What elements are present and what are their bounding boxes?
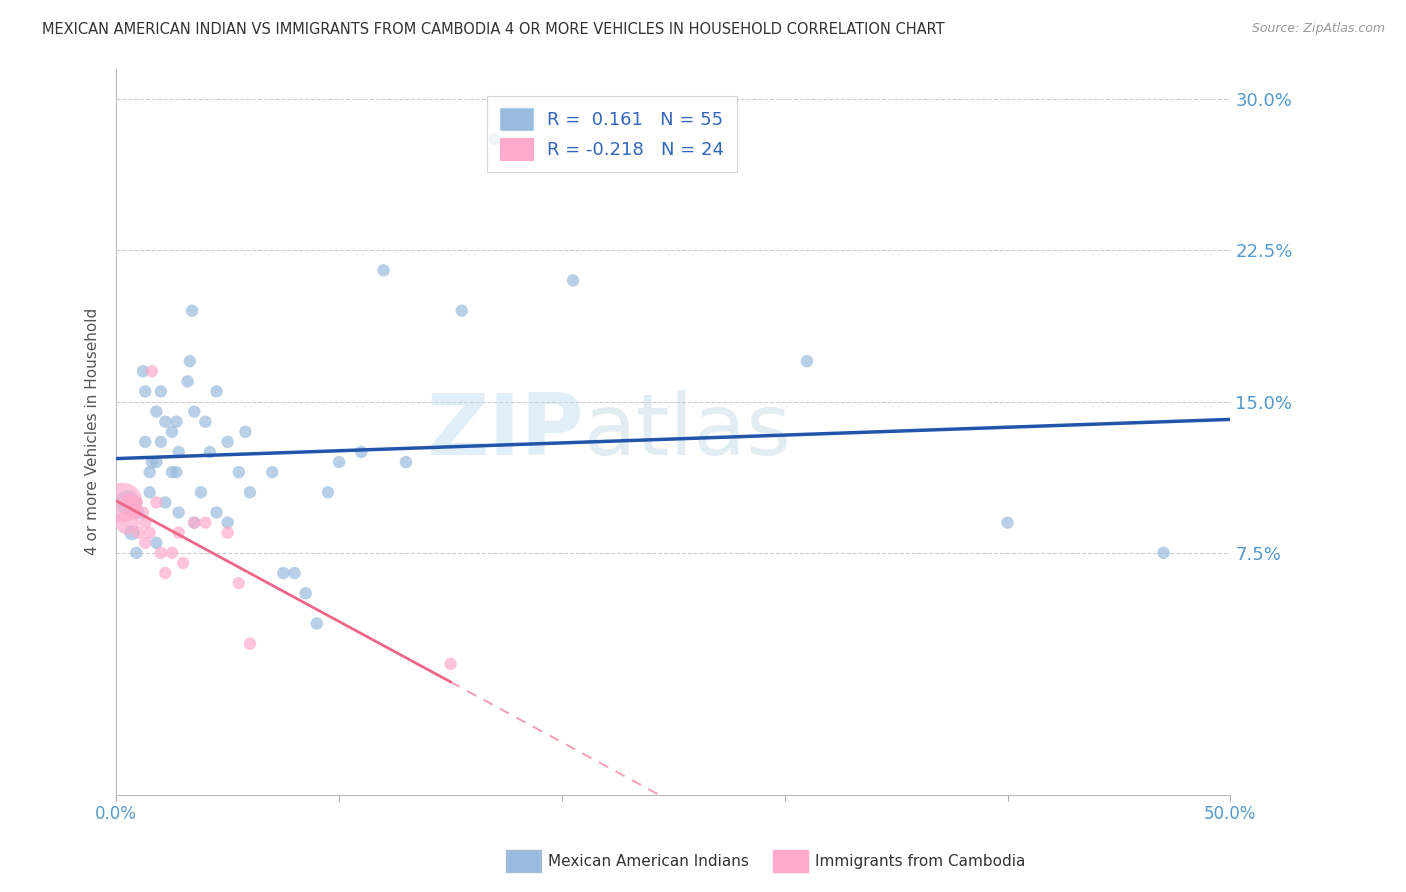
Text: ZIP: ZIP bbox=[426, 391, 583, 474]
Point bbox=[155, 415, 177, 429]
Point bbox=[122, 506, 145, 520]
Point bbox=[316, 485, 339, 500]
Point bbox=[439, 657, 461, 671]
Point bbox=[217, 516, 239, 530]
Point bbox=[145, 404, 167, 418]
Point bbox=[128, 525, 150, 540]
Point bbox=[138, 485, 160, 500]
Point bbox=[181, 303, 204, 318]
Point bbox=[160, 425, 183, 439]
Point bbox=[121, 525, 143, 540]
Text: Immigrants from Cambodia: Immigrants from Cambodia bbox=[815, 855, 1026, 869]
Point bbox=[194, 415, 217, 429]
Point bbox=[134, 516, 156, 530]
Point bbox=[145, 455, 167, 469]
Point bbox=[205, 384, 228, 399]
Point bbox=[141, 455, 163, 469]
Point bbox=[111, 495, 134, 509]
Point bbox=[562, 273, 585, 287]
Point bbox=[239, 485, 262, 500]
Text: Mexican American Indians: Mexican American Indians bbox=[548, 855, 749, 869]
Point bbox=[235, 425, 257, 439]
Point bbox=[118, 495, 141, 509]
Point bbox=[262, 465, 284, 479]
Point bbox=[145, 495, 167, 509]
Point bbox=[160, 465, 183, 479]
Point bbox=[328, 455, 350, 469]
Point bbox=[117, 495, 139, 509]
Point bbox=[183, 516, 205, 530]
Point bbox=[125, 546, 148, 560]
Point bbox=[125, 495, 148, 509]
Point bbox=[121, 495, 143, 509]
Point bbox=[373, 263, 395, 277]
Legend: R =  0.161   N = 55, R = -0.218   N = 24: R = 0.161 N = 55, R = -0.218 N = 24 bbox=[488, 95, 737, 172]
Text: atlas: atlas bbox=[583, 391, 792, 474]
Point bbox=[228, 465, 250, 479]
Point bbox=[194, 516, 217, 530]
Point bbox=[128, 506, 150, 520]
Point bbox=[294, 586, 316, 600]
Point bbox=[484, 132, 506, 146]
Point bbox=[172, 556, 194, 570]
Point bbox=[132, 506, 155, 520]
Point bbox=[149, 546, 172, 560]
Point bbox=[183, 516, 205, 530]
Point bbox=[273, 566, 295, 580]
Point bbox=[141, 364, 163, 378]
Point bbox=[395, 455, 418, 469]
Point bbox=[179, 354, 201, 368]
Text: Source: ZipAtlas.com: Source: ZipAtlas.com bbox=[1251, 22, 1385, 36]
Point bbox=[1153, 546, 1175, 560]
Point bbox=[117, 516, 139, 530]
Point bbox=[125, 495, 148, 509]
Point bbox=[155, 566, 177, 580]
Point bbox=[165, 465, 187, 479]
Point bbox=[796, 354, 818, 368]
Point bbox=[160, 546, 183, 560]
Point bbox=[155, 495, 177, 509]
Point bbox=[134, 434, 156, 449]
Point bbox=[997, 516, 1019, 530]
Point bbox=[176, 375, 198, 389]
Point bbox=[138, 465, 160, 479]
Point bbox=[167, 525, 190, 540]
Point bbox=[190, 485, 212, 500]
Point bbox=[149, 434, 172, 449]
Point bbox=[145, 536, 167, 550]
Point bbox=[228, 576, 250, 591]
Point bbox=[132, 364, 155, 378]
Point bbox=[138, 525, 160, 540]
Point bbox=[305, 616, 328, 631]
Point bbox=[198, 445, 221, 459]
Point bbox=[167, 506, 190, 520]
Point bbox=[167, 445, 190, 459]
Point bbox=[217, 525, 239, 540]
Y-axis label: 4 or more Vehicles in Household: 4 or more Vehicles in Household bbox=[86, 308, 100, 556]
Point bbox=[134, 536, 156, 550]
Point bbox=[165, 415, 187, 429]
Text: MEXICAN AMERICAN INDIAN VS IMMIGRANTS FROM CAMBODIA 4 OR MORE VEHICLES IN HOUSEH: MEXICAN AMERICAN INDIAN VS IMMIGRANTS FR… bbox=[42, 22, 945, 37]
Point bbox=[283, 566, 305, 580]
Point bbox=[149, 384, 172, 399]
Point bbox=[239, 637, 262, 651]
Point bbox=[217, 434, 239, 449]
Point bbox=[134, 384, 156, 399]
Point bbox=[183, 404, 205, 418]
Point bbox=[350, 445, 373, 459]
Point bbox=[450, 303, 472, 318]
Point bbox=[205, 506, 228, 520]
